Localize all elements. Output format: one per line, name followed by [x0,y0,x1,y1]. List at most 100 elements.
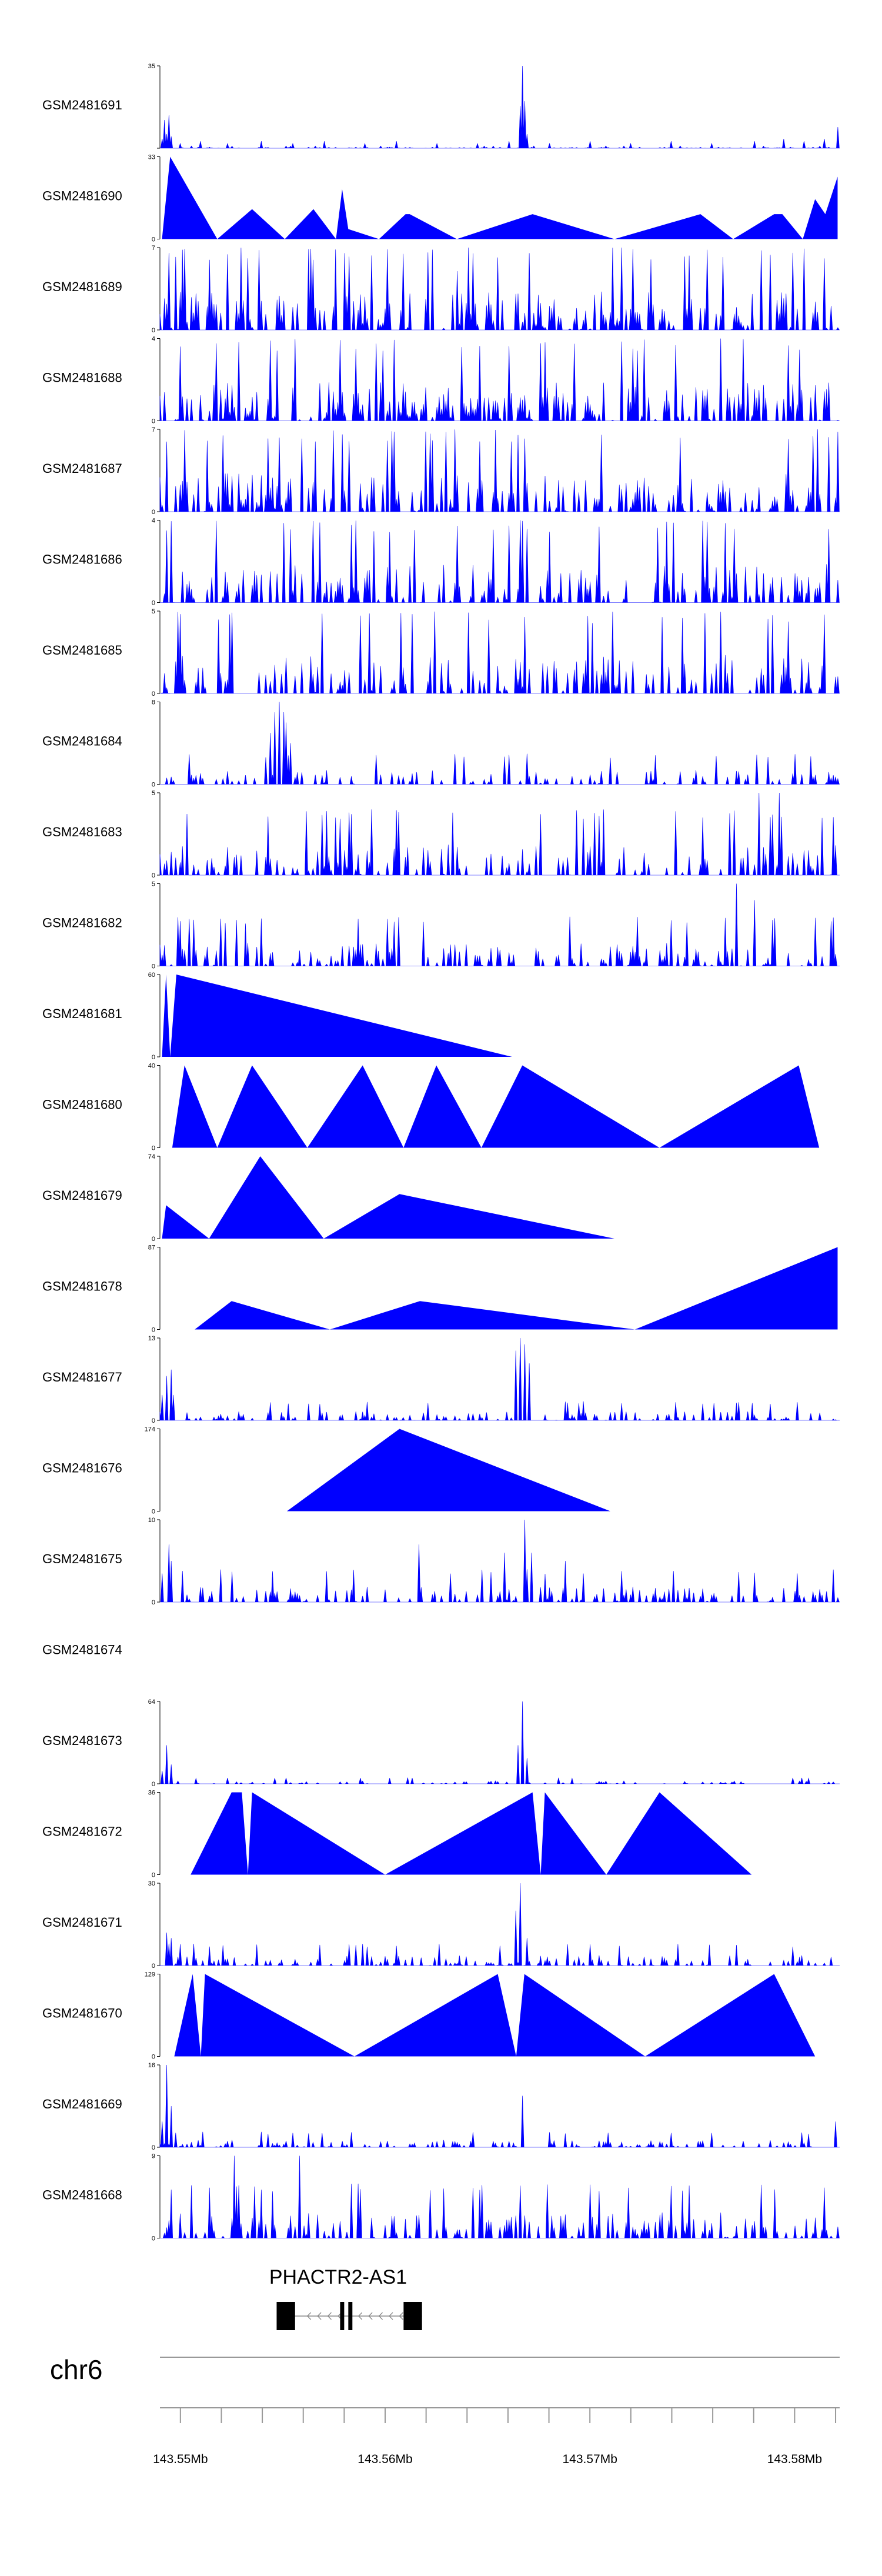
coverage-area [159,338,840,421]
y-min-label: 0 [152,1963,155,1970]
coverage-area [159,1883,840,1966]
y-max-label: 33 [148,154,155,161]
track-label: GSM2481687 [42,461,122,476]
track-label: GSM2481675 [42,1551,122,1566]
y-max-label: 64 [148,1699,155,1706]
track-label: GSM2481673 [42,1733,122,1748]
exon [348,2302,353,2330]
track-GSM2481669: GSM2481669 16 0 [42,2062,840,2151]
track-GSM2481677: GSM2481677 13 0 [42,1335,840,1424]
coverage-area [159,883,840,966]
coverage-area [162,975,512,1057]
track-label: GSM2481680 [42,1097,122,1112]
coverage-area [159,2064,840,2148]
gene-model [276,2302,422,2330]
strand-arrow [327,2312,332,2320]
y-max-label: 30 [148,1880,155,1887]
track-GSM2481680: GSM2481680 40 0 [42,1063,820,1152]
track-GSM2481678: GSM2481678 87 0 [42,1244,838,1334]
track-GSM2481668: GSM2481668 9 0 [42,2153,840,2243]
y-max-label: 35 [148,63,155,70]
coverage-area [159,792,840,876]
y-max-label: 36 [148,1790,155,1797]
y-min-label: 0 [152,1327,155,1334]
coverage-area [191,1792,752,1875]
track-label: GSM2481668 [42,2188,122,2203]
y-max-label: 87 [148,1244,155,1252]
track-label: GSM2481681 [42,1006,122,1021]
y-min-label: 0 [152,1599,155,1606]
coverage-area [160,520,840,603]
coverage-area [162,1156,614,1239]
y-max-label: 13 [148,1335,155,1342]
track-GSM2481673: GSM2481673 64 0 [42,1699,840,1788]
track-GSM2481684: GSM2481684 8 0 [42,699,840,789]
coverage-area [160,1519,840,1603]
track-label: GSM2481669 [42,2097,122,2111]
coverage-area [160,2155,840,2238]
coverage-area [159,247,840,331]
track-GSM2481691: GSM2481691 35 [42,63,840,149]
y-min-label: 0 [152,418,155,425]
chromosome-label: chr6 [50,2354,102,2385]
y-min-label: 0 [152,1054,155,1061]
coverage-area [160,1701,840,1784]
track-GSM2481683: GSM2481683 5 0 [42,790,840,879]
axis-tick-label: 143.57Mb [563,2452,617,2466]
y-min-label: 0 [152,1781,155,1788]
track-GSM2481689: GSM2481689 7 0 [42,245,840,334]
track-label: GSM2481689 [42,279,122,294]
y-min-label: 0 [152,1509,155,1516]
coverage-area [172,1065,820,1148]
axis-tick-label: 143.55Mb [153,2452,208,2466]
track-GSM2481681: GSM2481681 60 0 [42,972,512,1061]
track-label: GSM2481691 [42,98,122,112]
track-GSM2481690: GSM2481690 33 0 [42,154,838,243]
exon [403,2302,422,2330]
y-max-label: 16 [148,2062,155,2069]
coverage-area [160,65,840,149]
y-max-label: 74 [148,1153,155,1160]
track-label: GSM2481679 [42,1188,122,1203]
track-label: GSM2481682 [42,916,122,930]
data-tracks: GSM248169135GSM2481690330GSM248168970GSM… [42,63,840,2243]
track-GSM2481688: GSM2481688 4 0 [42,336,840,425]
exon [340,2302,345,2330]
y-max-label: 4 [152,336,155,343]
genome-axis: chr6 143.55Mb 143.56Mb 143.57Mb 143.58Mb [50,2354,840,2466]
strand-arrow [306,2312,312,2320]
y-max-label: 9 [152,2153,155,2160]
y-min-label: 0 [152,236,155,243]
strand-arrow [317,2312,322,2320]
track-label: GSM2481676 [42,1461,122,1476]
y-max-label: 5 [152,790,155,797]
gene-track: PHACTR2-AS1 [269,2266,422,2330]
track-GSM2481670: GSM2481670 129 0 [42,1971,816,2061]
y-max-label: 5 [152,881,155,888]
y-min-label: 0 [152,782,155,789]
coverage-area [160,611,840,694]
track-label: GSM2481677 [42,1370,122,1384]
track-label: GSM2481678 [42,1279,122,1294]
track-GSM2481685: GSM2481685 5 0 [42,608,840,698]
track-GSM2481682: GSM2481682 5 0 [42,881,840,970]
coverage-area [286,1429,610,1511]
y-min-label: 0 [152,327,155,334]
y-min-label: 0 [152,2235,155,2243]
coverage-area [195,1247,838,1330]
y-max-label: 40 [148,1063,155,1070]
track-GSM2481672: GSM2481672 36 0 [42,1790,752,1879]
y-min-label: 0 [152,600,155,607]
y-max-label: 129 [145,1971,155,1978]
y-min-label: 0 [152,872,155,879]
track-label: GSM2481671 [42,1915,122,1930]
gene-label: PHACTR2-AS1 [269,2266,407,2288]
axis-tick-label: 143.58Mb [767,2452,822,2466]
coverage-area [162,156,838,239]
strand-arrow [389,2312,393,2320]
track-GSM2481676: GSM2481676 174 0 [42,1426,610,1516]
track-GSM2481687: GSM2481687 7 0 [42,426,840,516]
track-label: GSM2481686 [42,552,122,567]
track-label: GSM2481674 [42,1643,122,1657]
